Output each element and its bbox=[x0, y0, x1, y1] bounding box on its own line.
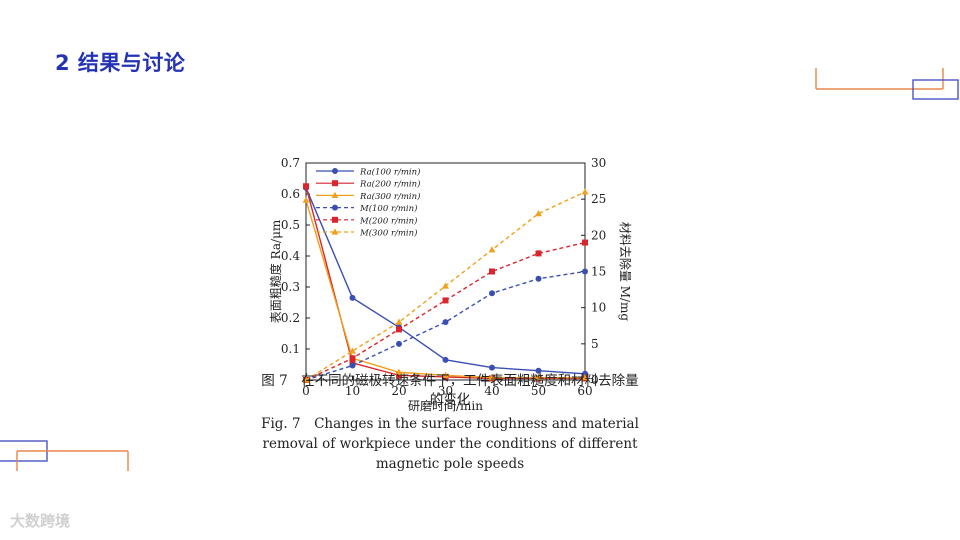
data-point bbox=[395, 318, 403, 325]
x-axis-label: 研磨时间/min bbox=[408, 399, 483, 413]
y-left-tick-label: 0.6 bbox=[281, 187, 300, 201]
legend-marker bbox=[331, 228, 339, 235]
data-point bbox=[581, 373, 589, 381]
y-left-tick-label: 0.3 bbox=[281, 280, 300, 294]
data-point bbox=[535, 210, 542, 217]
series-line-1 bbox=[305, 186, 585, 380]
data-point bbox=[349, 347, 356, 354]
data-point bbox=[395, 368, 403, 375]
data-point bbox=[489, 290, 495, 297]
data-point bbox=[302, 196, 310, 203]
x-tick-label: 0 bbox=[302, 384, 310, 398]
x-tick-label: 10 bbox=[345, 384, 360, 398]
y-left-tick-label: 0.1 bbox=[281, 342, 300, 356]
x-tick-label: 30 bbox=[438, 384, 453, 398]
bottom-left-decoration bbox=[0, 440, 129, 471]
y-left-tick-label: 0.4 bbox=[281, 249, 300, 263]
y-left-tick-label: 0.7 bbox=[281, 156, 300, 170]
legend-marker bbox=[332, 204, 338, 211]
y-right-tick-label: 20 bbox=[591, 228, 606, 242]
data-point bbox=[489, 364, 495, 371]
data-point bbox=[535, 367, 542, 374]
y-right-axis-label: 材料去除量 M/mg bbox=[618, 222, 633, 322]
data-point bbox=[349, 294, 356, 301]
y-left-tick-label: 0.2 bbox=[281, 311, 300, 325]
data-point bbox=[303, 183, 309, 190]
y-left-tick-label: 0.5 bbox=[281, 218, 300, 232]
data-point bbox=[396, 372, 402, 379]
data-point bbox=[535, 250, 542, 257]
data-point bbox=[349, 362, 356, 369]
y-right-tick-label: 5 bbox=[591, 337, 599, 351]
legend-label: Ra(300 r/min) bbox=[359, 191, 420, 202]
legend-label: M(300 r/min) bbox=[359, 228, 417, 239]
legend-label: Ra(100 r/min) bbox=[359, 167, 420, 178]
x-tick-label: 50 bbox=[531, 384, 546, 398]
data-point bbox=[488, 373, 496, 381]
x-tick-label: 60 bbox=[577, 384, 592, 398]
data-point bbox=[535, 275, 542, 282]
data-point bbox=[349, 355, 356, 362]
legend-marker bbox=[331, 191, 339, 198]
legend-label: M(100 r/min) bbox=[359, 203, 417, 214]
slide-title: 2 结果与讨论 bbox=[55, 51, 186, 75]
legend-label: Ra(200 r/min) bbox=[359, 179, 420, 190]
data-point bbox=[582, 370, 588, 377]
data-point bbox=[582, 239, 588, 246]
data-point bbox=[442, 282, 449, 289]
line-chart: 0 10 20 30 40 50 60 0.1 0.2 0.3 0.4 0.5 0.6 0.7 0 5 10 15… bbox=[268, 156, 633, 413]
y-left-axis-label: 表面粗糙度 Ra/μm bbox=[268, 219, 283, 323]
series-line-2 bbox=[305, 200, 585, 379]
x-tick-label: 40 bbox=[484, 384, 499, 398]
data-point bbox=[489, 268, 495, 275]
x-tick-label: 20 bbox=[391, 384, 406, 398]
legend-marker bbox=[332, 216, 338, 223]
data-point bbox=[581, 188, 589, 195]
caption-chinese: 图 7 在不同的磁极转速条件下，工件表面粗糙度和材料去除量的变化 bbox=[261, 373, 639, 408]
y-right-tick-label: 10 bbox=[591, 301, 606, 315]
data-point bbox=[582, 268, 588, 275]
y-right-tick-label: 0 bbox=[591, 373, 599, 387]
legend-label: M(200 r/min) bbox=[359, 215, 417, 226]
caption-english: Fig. 7 Changes in the surface roughness … bbox=[261, 416, 639, 472]
y-right-tick-label: 15 bbox=[591, 265, 606, 279]
data-point bbox=[442, 371, 449, 378]
y-right-tick-label: 25 bbox=[591, 192, 606, 206]
top-right-decoration bbox=[815, 68, 959, 100]
data-point bbox=[302, 376, 310, 383]
data-point bbox=[442, 356, 449, 363]
data-point bbox=[442, 297, 449, 304]
data-point bbox=[535, 373, 542, 381]
data-point bbox=[488, 246, 496, 253]
data-point bbox=[396, 326, 402, 333]
legend-marker bbox=[332, 168, 338, 174]
watermark: 大数跨境 bbox=[10, 512, 71, 530]
y-right-tick-label: 30 bbox=[591, 156, 606, 170]
legend-marker bbox=[332, 180, 338, 187]
data-point bbox=[396, 340, 402, 347]
data-point bbox=[442, 319, 449, 326]
